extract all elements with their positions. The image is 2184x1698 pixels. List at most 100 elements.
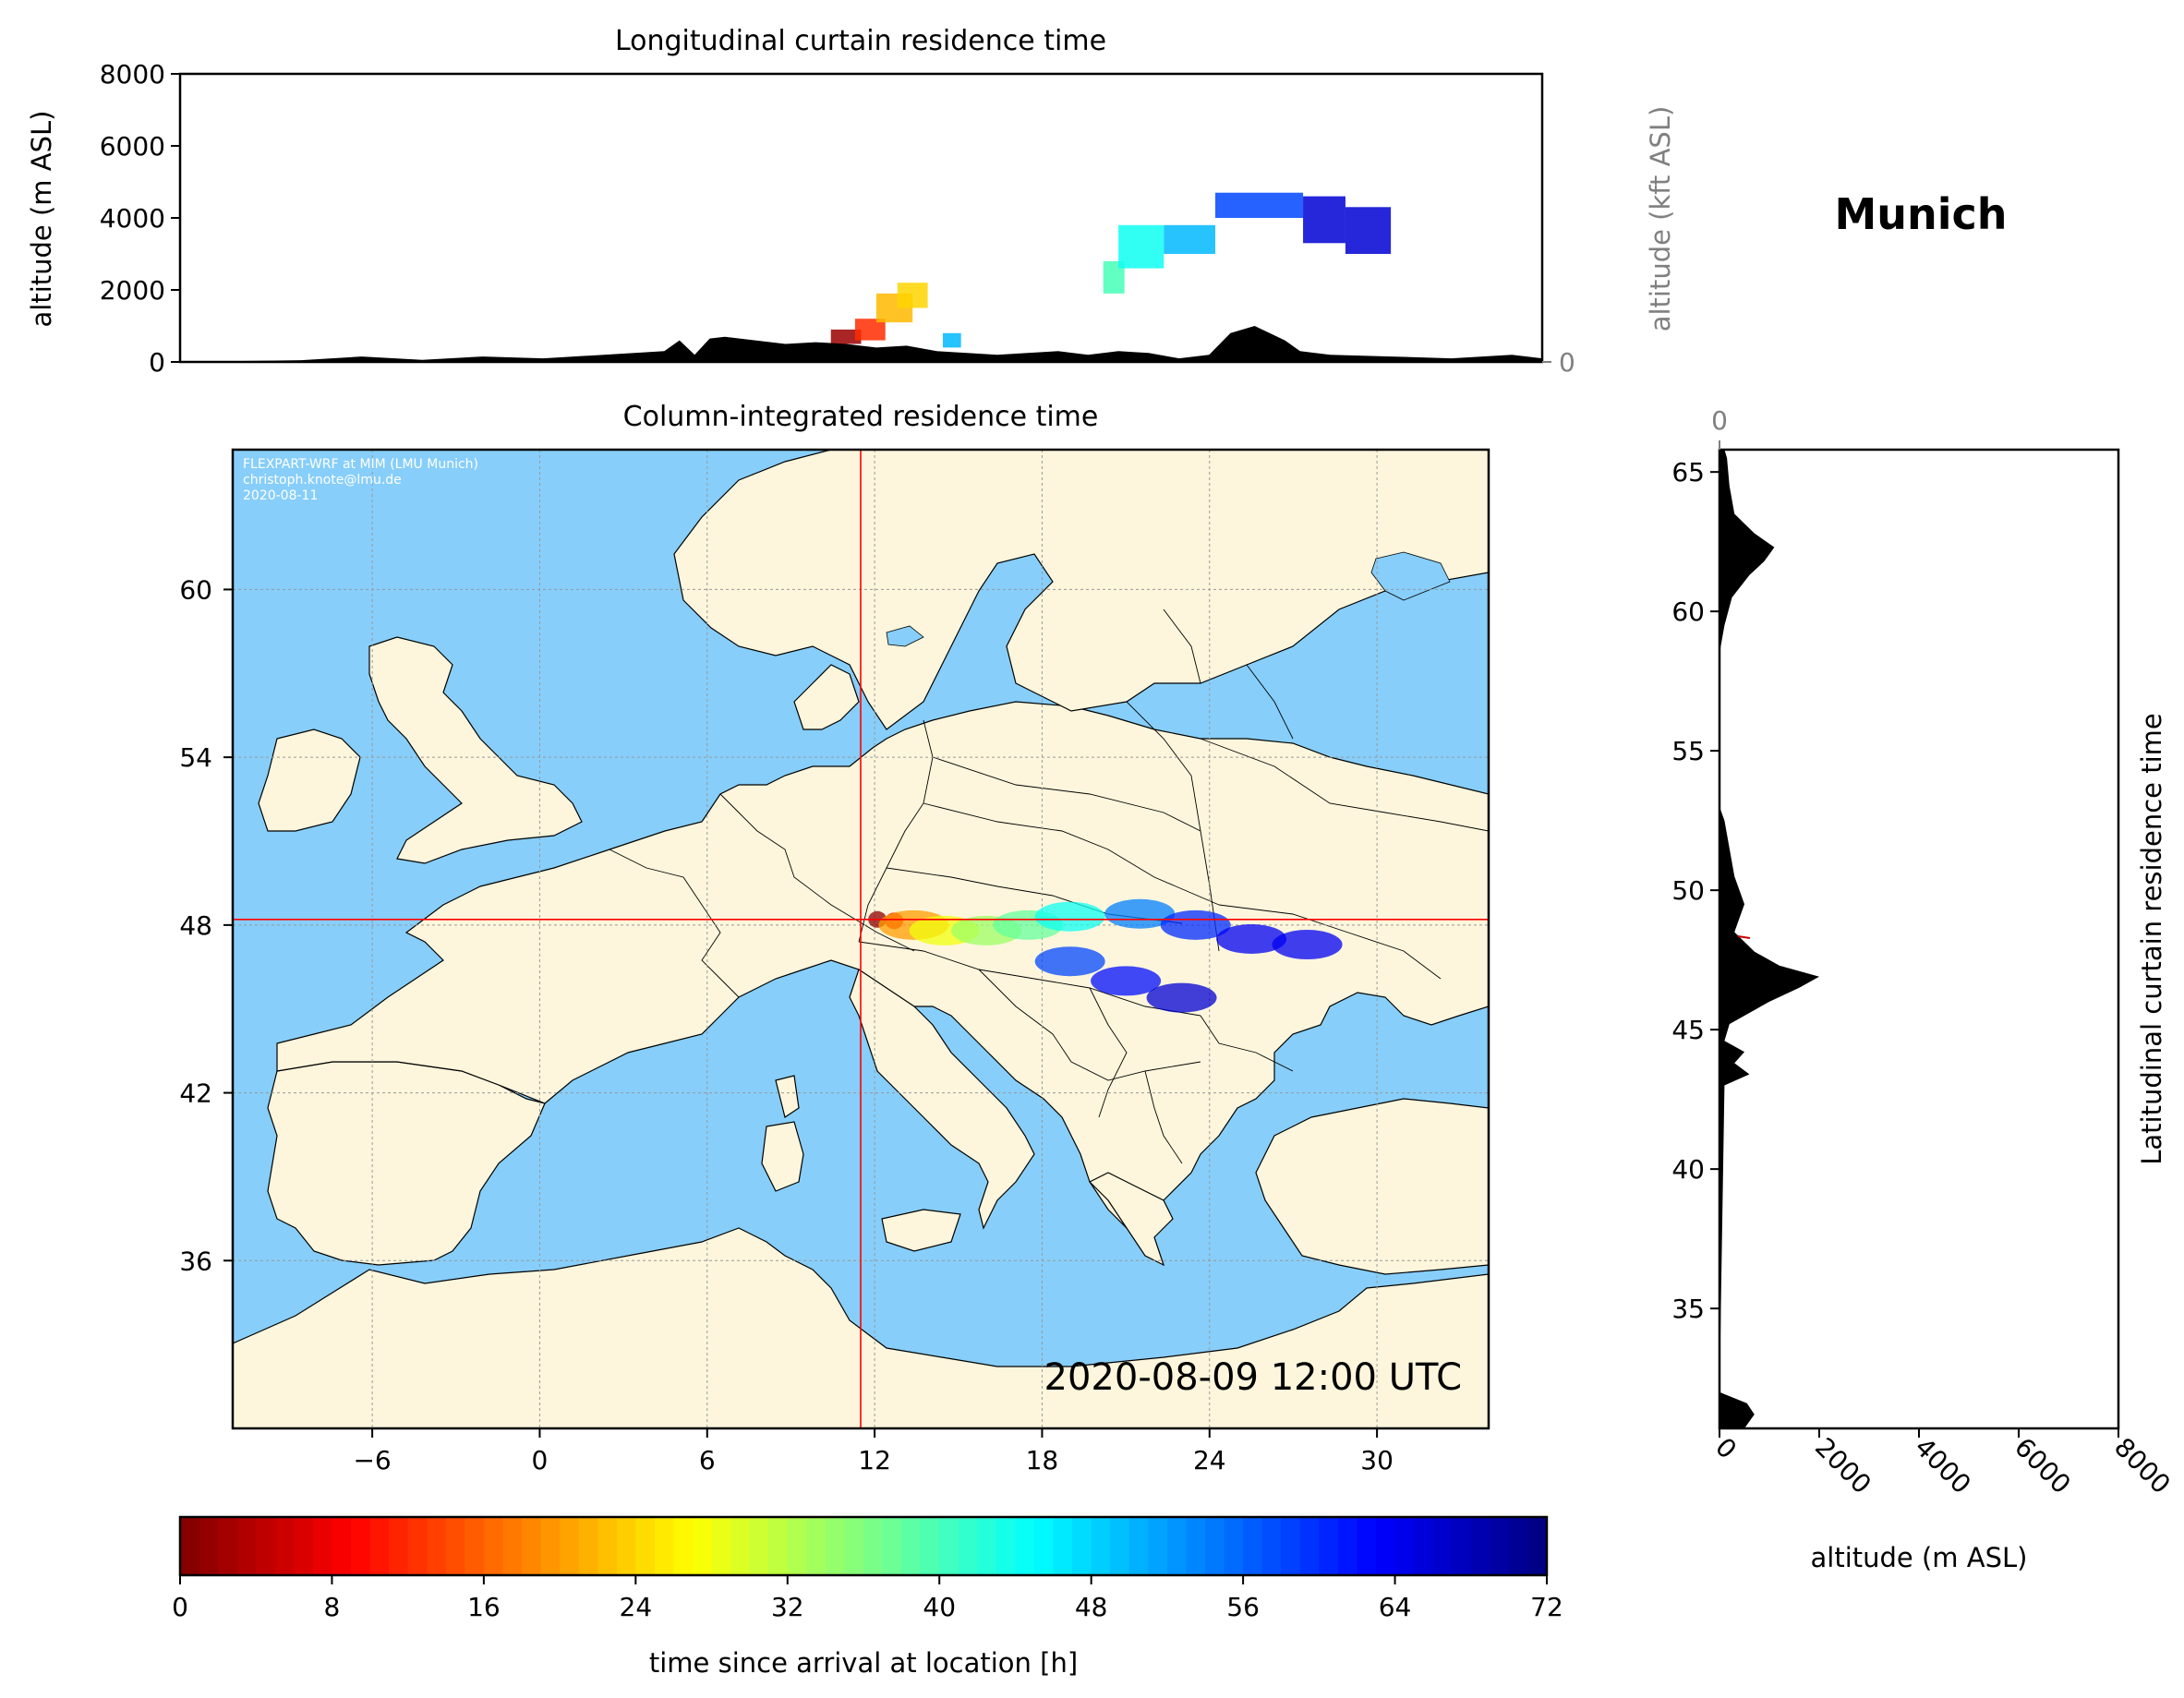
longitudinal-title: Longitudinal curtain residence time [615, 25, 1106, 57]
anatolia [1255, 1098, 1489, 1275]
colorbar-step [958, 1517, 978, 1575]
colorbar-tick-label: 8 [324, 1592, 341, 1622]
longitudinal-panel: Longitudinal curtain residence time 0 200… [26, 25, 1676, 378]
colorbar-step [635, 1517, 656, 1575]
land-masses [233, 450, 1489, 1428]
station-title: Munich [1834, 189, 2007, 239]
colorbar-step [787, 1517, 807, 1575]
long-ytick-right-label: 0 [1559, 347, 1575, 378]
colorbar-step [218, 1517, 238, 1575]
colorbar-step [578, 1517, 598, 1575]
colorbar-step [1319, 1517, 1339, 1575]
long-plume-patch [1103, 260, 1125, 294]
longitudinal-y-ticks: 0 2000 4000 6000 8000 [100, 59, 180, 378]
lat-ytick-label: 65 [1671, 457, 1705, 488]
north-africa [233, 1227, 1489, 1428]
timestamp-label: 2020-08-09 12:00 UTC [1044, 1356, 1462, 1399]
map-xtick-label: −6 [353, 1445, 391, 1475]
colorbar-step [1527, 1517, 1548, 1575]
colorbar-step [768, 1517, 789, 1575]
lat-xtick-top-label: 0 [1711, 405, 1728, 436]
long-plume-patch [897, 283, 928, 308]
colorbar-step [1470, 1517, 1490, 1575]
colorbar-tick-label: 48 [1075, 1592, 1108, 1622]
colorbar-step [180, 1517, 200, 1575]
colorbar-step [939, 1517, 959, 1575]
colorbar-step [407, 1517, 428, 1575]
long-ytick-label: 0 [149, 347, 165, 378]
colorbar-step [1072, 1517, 1092, 1575]
lat-ytick-label: 35 [1671, 1294, 1705, 1324]
colorbar-step [730, 1517, 751, 1575]
sicily [881, 1209, 961, 1252]
colorbar-step [1337, 1517, 1358, 1575]
colorbar-step [332, 1517, 352, 1575]
colorbar-step [199, 1517, 219, 1575]
colorbar-step [294, 1517, 314, 1575]
map-plume-blob [1146, 982, 1217, 1013]
colorbar-steps [180, 1517, 1548, 1575]
lat-ytick-label: 60 [1671, 596, 1705, 627]
map-panel: Column-integrated residence time [179, 401, 1490, 1475]
map-xtick-label: 0 [532, 1445, 549, 1475]
long-ytick-label: 6000 [100, 131, 165, 162]
colorbar-step [1508, 1517, 1529, 1575]
colorbar-ticks: 0 8 16 24 32 40 48 56 64 72 [172, 1575, 1563, 1622]
colorbar-step [1166, 1517, 1188, 1575]
colorbar-step [1148, 1517, 1168, 1575]
colorbar-step [465, 1517, 485, 1575]
colorbar-step [522, 1517, 542, 1575]
colorbar-step [1452, 1517, 1472, 1575]
sardinia [761, 1121, 804, 1192]
colorbar-step [654, 1517, 675, 1575]
colorbar-step [1128, 1517, 1149, 1575]
map-plume-blob [1034, 901, 1105, 932]
map-crosshair [233, 450, 1489, 1428]
map-frame [231, 448, 1490, 1430]
longitudinal-plume [830, 192, 1392, 348]
colorbar-step [693, 1517, 713, 1575]
long-plume-patch [1215, 192, 1304, 218]
colorbar-step [1205, 1517, 1225, 1575]
map-xtick-label: 18 [1026, 1445, 1059, 1475]
colorbar-step [312, 1517, 333, 1575]
map-plume-blob [1091, 966, 1162, 996]
colorbar-step [1394, 1517, 1415, 1575]
colorbar-step [1091, 1517, 1111, 1575]
lat-ytick-label: 55 [1671, 736, 1705, 766]
lake-ladoga [1370, 551, 1451, 601]
lat-xtick-label: 2000 [1809, 1432, 1877, 1500]
lat-ytick-label: 45 [1671, 1015, 1705, 1045]
colorbar-step [1261, 1517, 1282, 1575]
map-xtick-label: 12 [858, 1445, 891, 1475]
colorbar-tick-label: 16 [467, 1592, 501, 1622]
great-britain [368, 636, 583, 864]
longitudinal-ylabel: altitude (m ASL) [26, 111, 57, 328]
greece [1088, 1172, 1174, 1267]
colorbar-tick-label: 40 [923, 1592, 956, 1622]
long-ytick-label: 8000 [100, 59, 165, 90]
colorbar-step [427, 1517, 447, 1575]
colorbar-step [1015, 1517, 1035, 1575]
colorbar-step [597, 1517, 618, 1575]
long-plume-patch [1345, 207, 1392, 254]
map-plume-blob [1216, 924, 1287, 954]
colorbar-step [863, 1517, 884, 1575]
ireland [258, 729, 361, 832]
colorbar-step [236, 1517, 257, 1575]
colorbar-step [1034, 1517, 1055, 1575]
colorbar-step [1243, 1517, 1263, 1575]
lat-ytick-label: 40 [1671, 1154, 1705, 1185]
long-plume-patch [1164, 224, 1215, 254]
colorbar-label: time since arrival at location [h] [649, 1647, 1078, 1679]
latitudinal-xlabel: altitude (m ASL) [1811, 1542, 2028, 1573]
longitudinal-ylabel-right: altitude (kft ASL) [1645, 106, 1676, 332]
latitudinal-title: Latitudinal curtain residence time [2136, 713, 2167, 1165]
colorbar: 0 8 16 24 32 40 48 56 64 72 time since arrival at… [172, 1515, 1563, 1679]
colorbar-step [389, 1517, 409, 1575]
lat-ytick-label: 50 [1671, 875, 1705, 906]
denmark [793, 664, 860, 730]
colorbar-step [901, 1517, 922, 1575]
credit-line-3: 2020-08-11 [243, 488, 318, 503]
